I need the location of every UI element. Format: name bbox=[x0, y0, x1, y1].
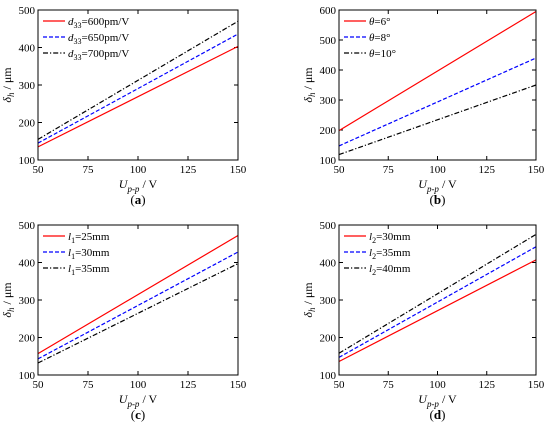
y-tick-label: 400 bbox=[320, 65, 337, 77]
y-tick-label: 100 bbox=[19, 370, 36, 382]
x-tick-label: 125 bbox=[479, 164, 496, 176]
y-tick-label: 300 bbox=[320, 95, 337, 107]
legend-entry: d33=650pm/V bbox=[68, 32, 129, 46]
x-axis-label: Up-p / V bbox=[119, 177, 158, 194]
y-axis-label: δh / μm bbox=[301, 67, 317, 103]
x-tick-label: 50 bbox=[33, 379, 45, 391]
legend-entry: θ=8° bbox=[369, 32, 391, 44]
y-axis-label: δh / μm bbox=[301, 282, 317, 318]
x-tick-label: 150 bbox=[230, 379, 247, 391]
y-tick-label: 400 bbox=[320, 258, 337, 270]
x-axis-label: Up-p / V bbox=[119, 392, 158, 409]
y-tick-label: 400 bbox=[19, 258, 36, 270]
legend: l2=30mm l2=35mm l2=40mm bbox=[344, 231, 411, 277]
legend-entry: θ=6° bbox=[369, 16, 391, 28]
x-tick-label: 100 bbox=[429, 164, 446, 176]
x-tick-label: 75 bbox=[83, 164, 95, 176]
y-tick-label: 500 bbox=[19, 5, 36, 17]
x-tick-label: 125 bbox=[479, 379, 496, 391]
y-tick-label: 600 bbox=[320, 5, 337, 17]
panel-caption: (b) bbox=[430, 192, 446, 207]
series-line-3 bbox=[338, 233, 537, 354]
x-tick-label: 150 bbox=[230, 164, 247, 176]
x-axis-label: Up-p / V bbox=[418, 177, 457, 194]
plot-frame bbox=[338, 224, 537, 376]
series-line-3 bbox=[37, 20, 239, 140]
chart-panel-b: 50 75 100 125 150100200300400500600θ=6°θ=8°θ… bbox=[301, 5, 545, 207]
series-line-1 bbox=[37, 234, 239, 355]
y-tick-label: 200 bbox=[19, 333, 36, 345]
plot-frame bbox=[37, 9, 239, 161]
series-line-3 bbox=[338, 84, 537, 156]
panel-caption: (d) bbox=[430, 407, 446, 422]
plot-frame bbox=[37, 224, 239, 376]
x-tick-label: 75 bbox=[383, 164, 395, 176]
y-tick-label: 200 bbox=[320, 333, 337, 345]
y-tick-label: 400 bbox=[19, 43, 36, 55]
x-tick-label: 50 bbox=[334, 164, 346, 176]
series-line-1 bbox=[37, 45, 239, 148]
y-tick-label: 100 bbox=[320, 370, 337, 382]
panel-caption: (a) bbox=[130, 192, 145, 207]
y-tick-label: 300 bbox=[19, 80, 36, 92]
x-tick-label: 100 bbox=[130, 164, 147, 176]
legend-entry: l2=35mm bbox=[369, 247, 411, 261]
y-tick-label: 300 bbox=[320, 295, 337, 307]
y-tick-label: 200 bbox=[19, 118, 36, 130]
legend-entry: d33=700pm/V bbox=[68, 48, 129, 62]
x-tick-label: 50 bbox=[33, 164, 45, 176]
series-line-3 bbox=[37, 263, 239, 364]
x-axis-label: Up-p / V bbox=[418, 392, 457, 409]
x-tick-label: 50 bbox=[334, 379, 346, 391]
series-line-2 bbox=[37, 33, 239, 144]
legend: d33=600pm/V d33=650pm/V d33=700pm/V bbox=[43, 16, 129, 62]
legend-entry: θ=10° bbox=[369, 48, 396, 60]
legend-entry: d33=600pm/V bbox=[68, 16, 129, 30]
chart-panel-a: 50 75 100 125 150100200300400500d33=600pm/Vd… bbox=[0, 5, 247, 207]
y-tick-label: 300 bbox=[19, 295, 36, 307]
x-tick-label: 75 bbox=[83, 379, 95, 391]
legend-entry: l1=30mm bbox=[68, 247, 110, 261]
y-axis-label: δh / μm bbox=[0, 67, 16, 103]
x-tick-label: 125 bbox=[180, 379, 197, 391]
y-tick-label: 500 bbox=[320, 220, 337, 232]
x-tick-label: 150 bbox=[528, 164, 545, 176]
x-tick-label: 100 bbox=[429, 379, 446, 391]
legend-entry: l1=25mm bbox=[68, 231, 110, 245]
legend-entry: l1=35mm bbox=[68, 263, 110, 277]
y-tick-label: 500 bbox=[320, 35, 337, 47]
x-tick-label: 75 bbox=[383, 379, 395, 391]
legend-entry: l2=40mm bbox=[369, 263, 411, 277]
series-line-2 bbox=[37, 251, 239, 360]
x-tick-label: 150 bbox=[528, 379, 545, 391]
chart-panel-d: 50 75 100 125 150 100 200 300 400 500 l2=30mm l2=35… bbox=[301, 220, 545, 422]
legend: θ=6° θ=8° θ=10° bbox=[344, 16, 396, 60]
y-axis-label: δh / μm bbox=[0, 282, 16, 318]
legend: l1=25mm l1=30mm l1=35mm bbox=[43, 231, 110, 277]
panel-caption: (c) bbox=[131, 407, 145, 422]
x-tick-label: 125 bbox=[180, 164, 197, 176]
x-tick-label: 100 bbox=[130, 379, 147, 391]
chart-panel-c: 50 75 100 125 150 100 200 300 400 500 l1=25mm l1=30… bbox=[0, 220, 247, 422]
y-tick-label: 100 bbox=[320, 155, 337, 167]
series-line-1 bbox=[338, 10, 537, 132]
y-tick-label: 100 bbox=[19, 155, 36, 167]
plot-frame bbox=[338, 9, 537, 161]
legend-entry: l2=30mm bbox=[369, 231, 411, 245]
y-tick-label: 500 bbox=[19, 220, 36, 232]
y-tick-label: 200 bbox=[320, 125, 337, 137]
series-line-1 bbox=[338, 259, 537, 363]
series-line-2 bbox=[338, 246, 537, 358]
